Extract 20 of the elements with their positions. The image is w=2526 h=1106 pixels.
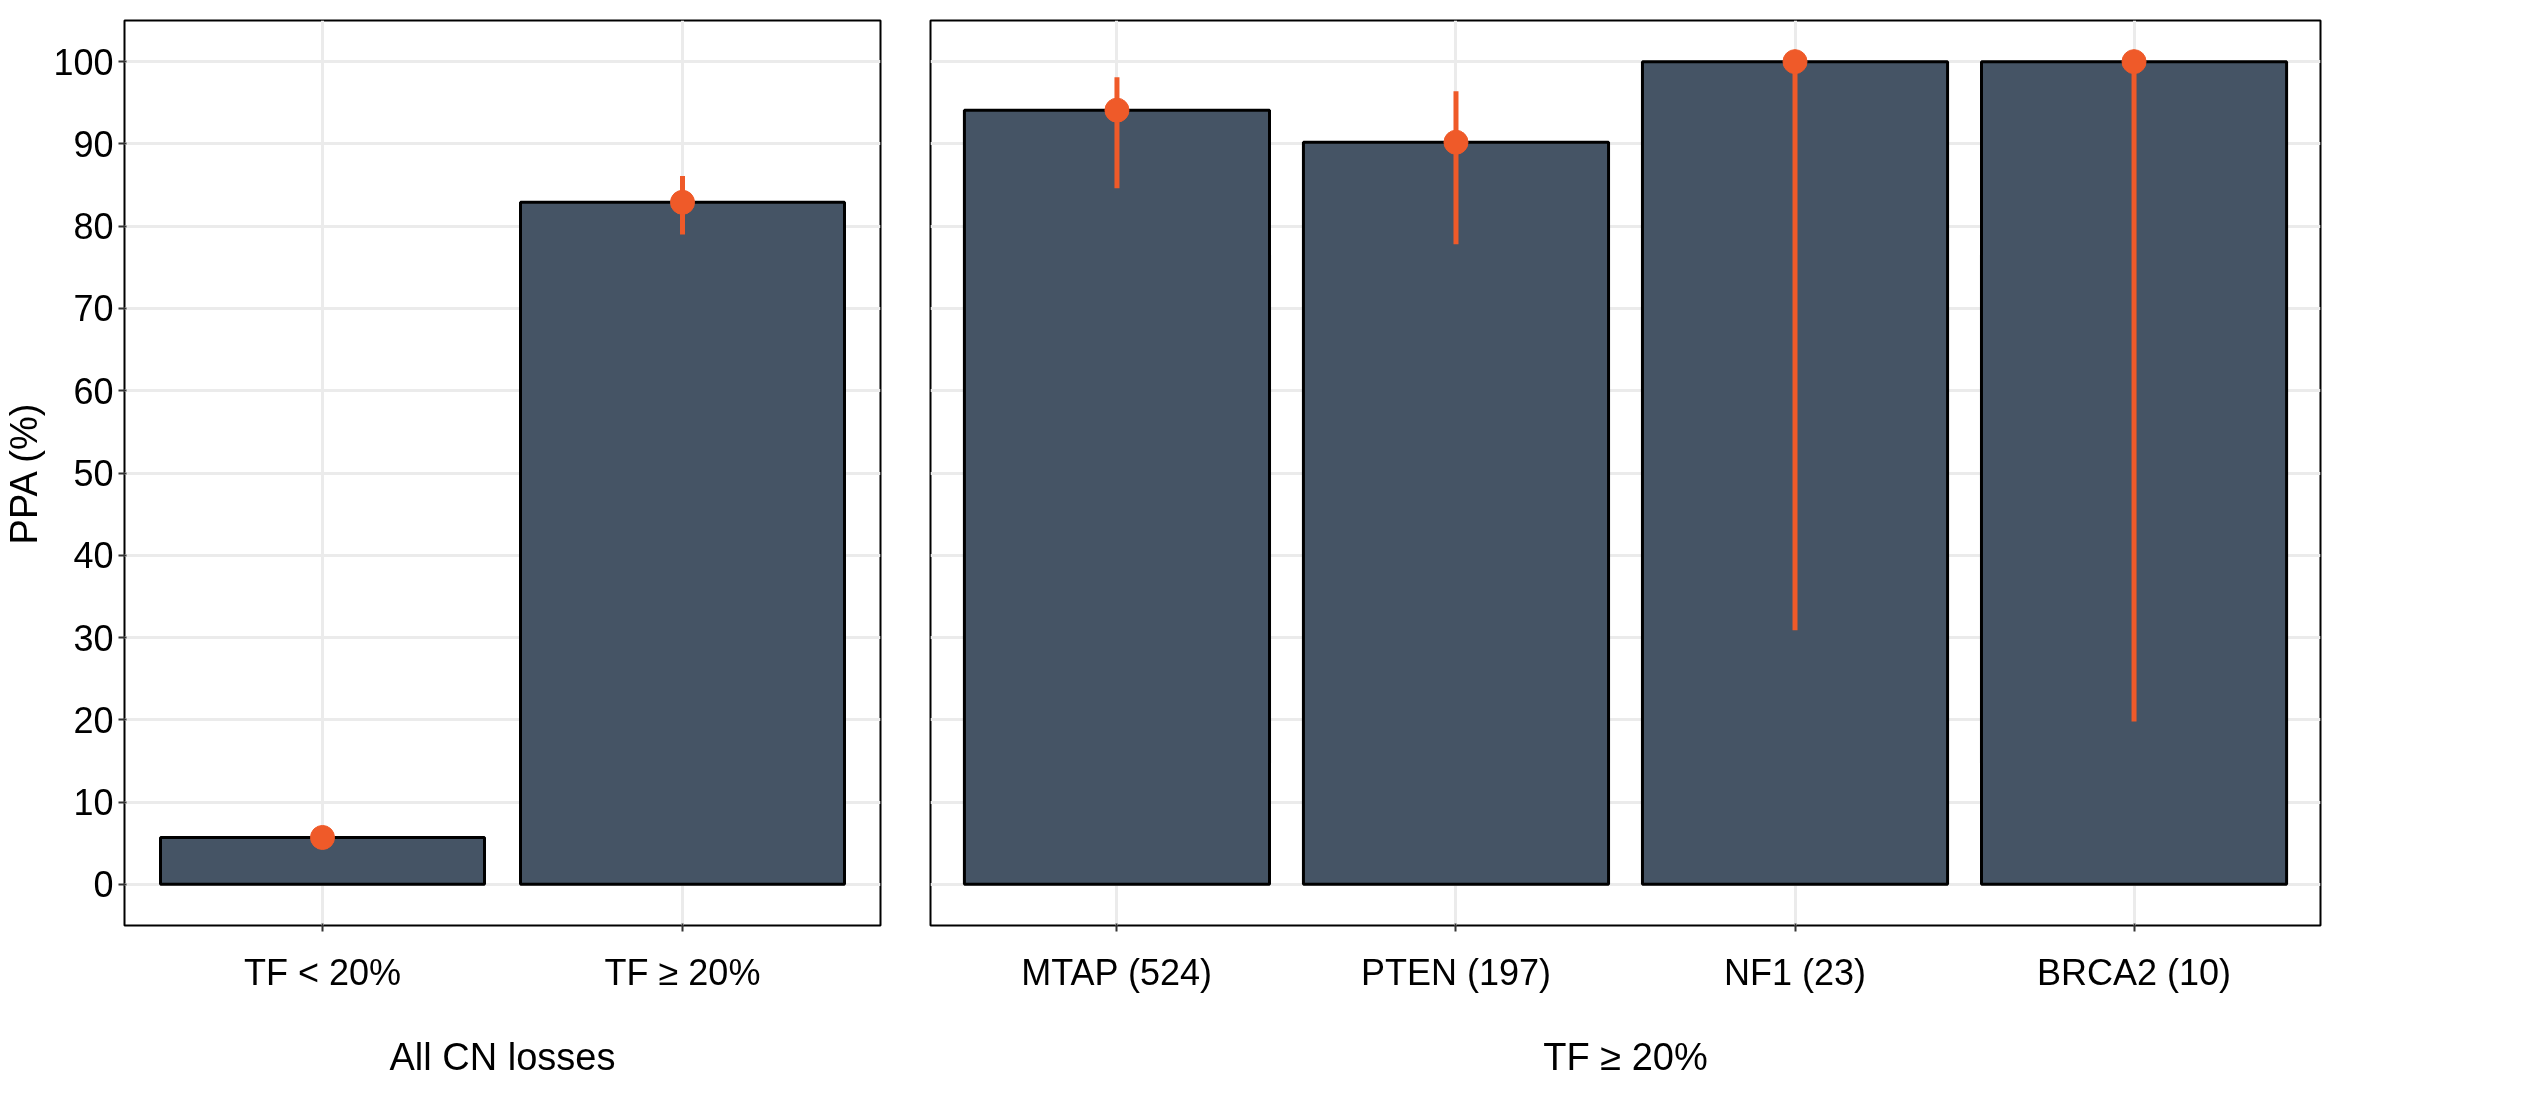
x-tick-label: TF ≥ 20% (604, 951, 761, 993)
x-tick-label: TF < 20% (243, 951, 402, 993)
y-tick-label: 90 (73, 123, 114, 165)
y-tick-label: 40 (73, 535, 114, 577)
y-tick-label: 0 (93, 864, 114, 906)
y-tick-label: 10 (73, 782, 114, 824)
y-tick-label: 20 (73, 699, 114, 741)
y-tick-label: 30 (73, 617, 114, 659)
x-tick-label: NF1 (23) (1724, 951, 1867, 993)
x-axis-title: TF ≥ 20% (1543, 1035, 1708, 1078)
y-tick-label: 50 (73, 453, 114, 494)
x-tick-label: BRCA2 (10) (2037, 951, 2232, 993)
y-axis-title: PPA (%) (3, 403, 46, 545)
y-tick-label: 100 (53, 41, 114, 83)
y-tick-label: 70 (73, 288, 114, 330)
x-axis-title: All CN losses (389, 1035, 616, 1078)
y-tick-label: 60 (73, 370, 114, 412)
x-tick-label: PTEN (197) (1360, 951, 1552, 993)
y-tick-label: 80 (73, 206, 114, 248)
x-tick-label: MTAP (524) (1021, 951, 1213, 993)
